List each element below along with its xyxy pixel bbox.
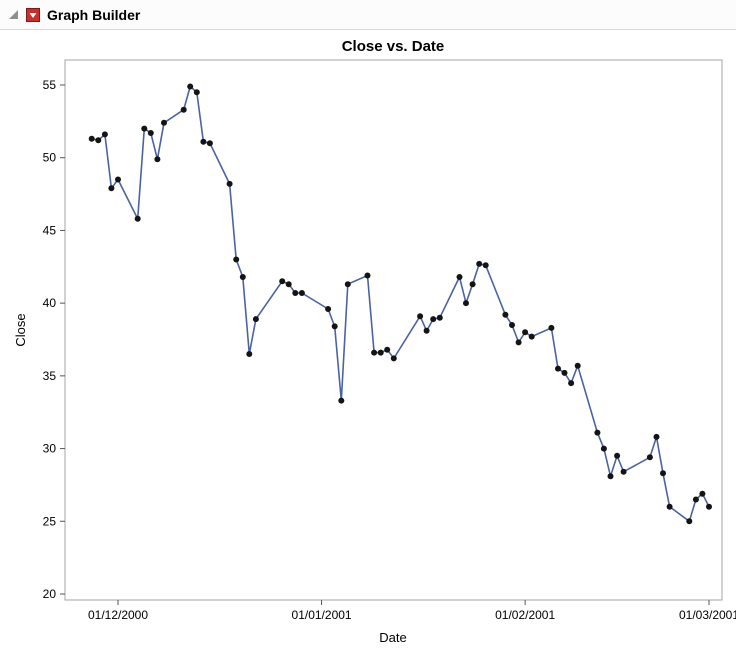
data-point[interactable] <box>115 176 121 183</box>
y-tick-label: 30 <box>43 442 57 456</box>
x-tick-label: 01/12/2000 <box>88 608 148 622</box>
data-point[interactable] <box>430 316 437 323</box>
data-point[interactable] <box>594 429 601 436</box>
data-point[interactable] <box>95 137 102 144</box>
data-point[interactable] <box>706 503 712 510</box>
data-point[interactable] <box>620 468 627 475</box>
chart-title: Close vs. Date <box>342 38 445 55</box>
data-point[interactable] <box>226 180 233 187</box>
data-point[interactable] <box>390 355 397 362</box>
data-point[interactable] <box>193 89 200 96</box>
x-axis-title: Date <box>379 630 406 645</box>
data-point[interactable] <box>660 470 666 477</box>
data-point[interactable] <box>555 365 561 372</box>
data-point[interactable] <box>279 278 286 285</box>
data-point[interactable] <box>134 215 141 222</box>
data-point[interactable] <box>252 316 259 323</box>
data-point[interactable] <box>469 281 476 288</box>
data-point[interactable] <box>522 329 529 336</box>
y-axis-title: Close <box>13 313 28 346</box>
y-tick-label: 45 <box>43 223 57 237</box>
window-title: Graph Builder <box>47 6 141 23</box>
data-point[interactable] <box>548 324 555 331</box>
x-axis: 01/12/2000 01/01/2001 01/02/2001 01/03/2001 <box>88 600 736 622</box>
data-point[interactable] <box>364 272 371 279</box>
data-point[interactable] <box>101 131 108 138</box>
data-point[interactable] <box>292 290 299 296</box>
data-point[interactable] <box>699 490 706 497</box>
line-chart: Close vs. Date 55 50 45 40 35 30 25 20 01/12/20… <box>13 38 736 645</box>
data-point[interactable] <box>600 445 607 452</box>
data-point[interactable] <box>417 313 424 320</box>
data-point[interactable] <box>423 327 430 334</box>
data-point[interactable] <box>338 397 345 404</box>
data-point[interactable] <box>561 369 568 376</box>
data-point[interactable] <box>482 262 489 269</box>
hotspot-menu-icon[interactable] <box>26 7 40 22</box>
data-point[interactable] <box>436 314 443 321</box>
data-point[interactable] <box>233 256 240 263</box>
data-point[interactable] <box>187 83 194 90</box>
data-point[interactable] <box>686 518 693 525</box>
y-axis: 55 50 45 40 35 30 25 20 <box>43 78 65 601</box>
x-tick-label: 01/03/2001 <box>679 608 736 622</box>
data-point[interactable] <box>331 323 338 330</box>
data-point[interactable] <box>371 349 378 356</box>
data-point[interactable] <box>666 503 673 510</box>
data-point[interactable] <box>515 339 522 346</box>
data-point[interactable] <box>528 333 535 340</box>
y-tick-label: 20 <box>43 587 57 601</box>
report-titlebar: Graph Builder <box>0 0 736 30</box>
y-tick-label: 55 <box>43 78 57 92</box>
data-point[interactable] <box>614 452 621 459</box>
data-point[interactable] <box>180 106 187 113</box>
data-point[interactable] <box>509 322 515 328</box>
data-point[interactable] <box>88 135 95 142</box>
data-point[interactable] <box>456 274 463 280</box>
y-tick-label: 40 <box>43 296 57 310</box>
data-point[interactable] <box>206 140 213 147</box>
data-point[interactable] <box>692 496 699 503</box>
data-point[interactable] <box>147 130 154 136</box>
x-tick-label: 01/02/2001 <box>495 608 555 622</box>
x-tick-label: 01/01/2001 <box>292 608 352 622</box>
data-point[interactable] <box>108 185 115 192</box>
data-point[interactable] <box>574 362 581 369</box>
data-point[interactable] <box>607 473 614 480</box>
y-tick-label: 35 <box>43 369 57 383</box>
data-point[interactable] <box>568 380 575 387</box>
data-point[interactable] <box>298 290 305 296</box>
data-point[interactable] <box>141 125 148 132</box>
data-point[interactable] <box>476 260 483 267</box>
data-point[interactable] <box>646 454 653 461</box>
data-point[interactable] <box>653 433 660 440</box>
data-point[interactable] <box>384 346 391 353</box>
data-point[interactable] <box>154 156 161 163</box>
data-point[interactable] <box>344 281 351 288</box>
data-point[interactable] <box>377 349 384 356</box>
y-tick-label: 50 <box>43 151 57 165</box>
data-point[interactable] <box>463 300 469 307</box>
data-point[interactable] <box>502 311 509 318</box>
disclosure-triangle-icon[interactable] <box>8 9 19 20</box>
plot-area[interactable] <box>64 59 723 601</box>
data-point[interactable] <box>246 351 253 357</box>
data-point[interactable] <box>161 119 167 126</box>
data-point[interactable] <box>325 306 332 312</box>
data-point[interactable] <box>239 274 246 280</box>
y-tick-label: 25 <box>43 514 57 528</box>
data-points <box>88 83 712 525</box>
data-point[interactable] <box>285 281 292 288</box>
data-point[interactable] <box>200 138 207 145</box>
